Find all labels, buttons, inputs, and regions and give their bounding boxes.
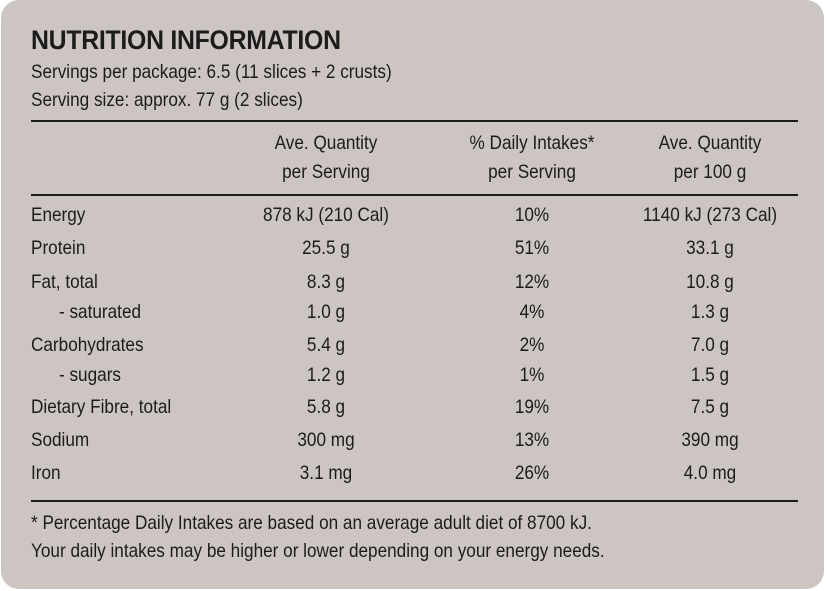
servings-per-package: Servings per package: 6.5 (11 slices + 2…	[31, 61, 392, 83]
daily-intake-value: 4%	[519, 301, 545, 323]
per-serving-value: 25.5 g	[302, 237, 350, 259]
table-row: Carbohydrates 5.4 g 2% 7.0 g	[1, 334, 827, 364]
table-row: - saturated 1.0 g 4% 1.3 g	[1, 301, 827, 331]
per-100g-value: 390 mg	[681, 429, 739, 451]
column-header-per-serving: Ave. Quantity per Serving	[226, 129, 426, 187]
footnote-energy-needs: Your daily intakes may be higher or lowe…	[31, 540, 605, 562]
nutrient-name: Dietary Fibre, total	[31, 396, 172, 418]
per-100g-value: 1.3 g	[690, 301, 730, 323]
table-row: Protein 25.5 g 51% 33.1 g	[1, 237, 827, 267]
daily-intake-value: 19%	[514, 396, 550, 418]
column-header-daily-intake: % Daily Intakes* per Serving	[432, 129, 632, 187]
column-header-line: Ave. Quantity	[658, 132, 762, 154]
column-header-per-100g: Ave. Quantity per 100 g	[610, 129, 810, 187]
nutrient-name: Energy	[31, 204, 86, 226]
column-header-line: Ave. Quantity	[274, 132, 378, 154]
serving-size: Serving size: approx. 77 g (2 slices)	[31, 89, 303, 111]
daily-intake-value: 51%	[514, 237, 550, 259]
daily-intake-value: 2%	[519, 334, 545, 356]
per-100g-value: 7.5 g	[690, 396, 730, 418]
nutrient-name: - saturated	[59, 301, 142, 323]
column-header-line: per 100 g	[673, 161, 747, 183]
table-row: Iron 3.1 mg 26% 4.0 mg	[1, 462, 827, 492]
per-serving-value: 878 kJ (210 Cal)	[263, 204, 389, 226]
per-100g-value: 4.0 mg	[683, 462, 737, 484]
footnote-daily-intake-basis: * Percentage Daily Intakes are based on …	[31, 512, 592, 534]
column-header-line: per Serving	[282, 161, 370, 183]
nutrient-name: Iron	[31, 462, 61, 484]
per-100g-value: 1.5 g	[690, 364, 730, 386]
nutrient-name: Sodium	[31, 429, 90, 451]
per-serving-value: 1.2 g	[306, 364, 346, 386]
daily-intake-value: 13%	[514, 429, 550, 451]
table-row: - sugars 1.2 g 1% 1.5 g	[1, 364, 827, 394]
per-100g-value: 1140 kJ (273 Cal)	[642, 204, 778, 226]
table-row: Energy 878 kJ (210 Cal) 10% 1140 kJ (273…	[1, 204, 827, 234]
per-100g-value: 7.0 g	[690, 334, 730, 356]
per-serving-value: 3.1 mg	[299, 462, 353, 484]
table-row: Dietary Fibre, total 5.8 g 19% 7.5 g	[1, 396, 827, 426]
daily-intake-value: 12%	[514, 271, 550, 293]
nutrient-name: Protein	[31, 237, 86, 259]
per-serving-value: 300 mg	[297, 429, 355, 451]
column-header-line: per Serving	[488, 161, 576, 183]
nutrient-name: - sugars	[59, 364, 121, 386]
bottom-divider	[31, 500, 798, 502]
nutrient-name: Fat, total	[31, 271, 98, 293]
daily-intake-value: 1%	[519, 364, 545, 386]
per-100g-value: 10.8 g	[686, 271, 734, 293]
nutrient-name: Carbohydrates	[31, 334, 144, 356]
column-header-line: % Daily Intakes*	[469, 132, 595, 154]
per-serving-value: 8.3 g	[306, 271, 346, 293]
daily-intake-value: 26%	[514, 462, 550, 484]
top-divider	[31, 120, 798, 122]
per-100g-value: 33.1 g	[686, 237, 734, 259]
per-serving-value: 5.4 g	[306, 334, 346, 356]
daily-intake-value: 10%	[514, 204, 550, 226]
per-serving-value: 1.0 g	[306, 301, 346, 323]
table-row: Fat, total 8.3 g 12% 10.8 g	[1, 271, 827, 301]
panel-title: NUTRITION INFORMATION	[31, 25, 341, 55]
header-divider	[31, 194, 798, 196]
table-row: Sodium 300 mg 13% 390 mg	[1, 429, 827, 459]
per-serving-value: 5.8 g	[306, 396, 346, 418]
